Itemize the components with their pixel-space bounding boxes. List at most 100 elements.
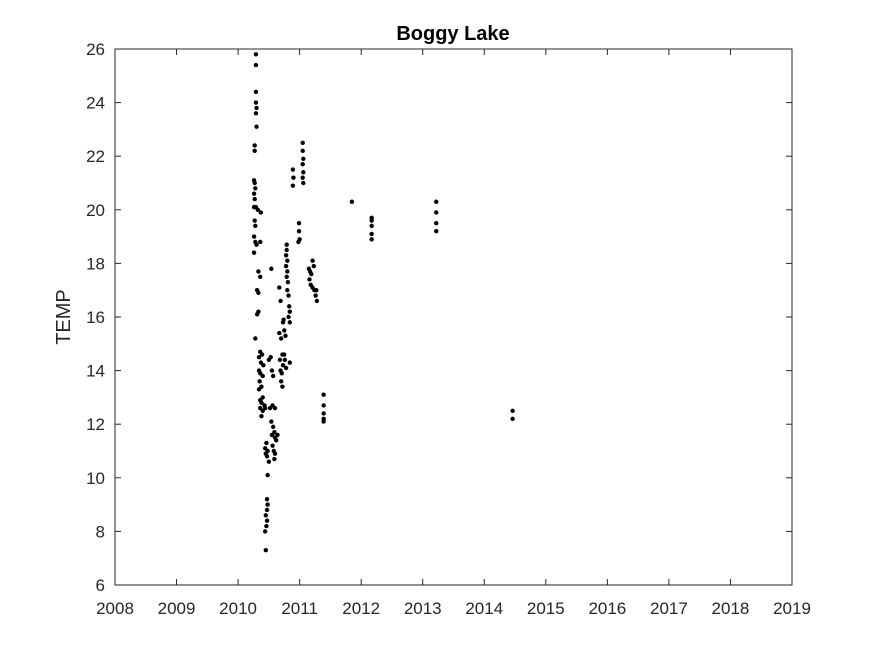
data-point — [280, 363, 286, 368]
data-point — [286, 314, 291, 320]
data-point — [275, 432, 280, 438]
data-point — [369, 218, 374, 223]
y-tick-label: 26 — [86, 40, 105, 59]
data-point — [286, 304, 292, 309]
data-point — [310, 258, 315, 263]
data-point — [252, 148, 257, 154]
data-point — [285, 288, 290, 293]
data-point — [287, 309, 292, 314]
data-point — [284, 274, 289, 279]
data-point — [286, 293, 291, 298]
data-point — [253, 186, 258, 191]
data-point — [269, 419, 274, 424]
data-point — [321, 392, 326, 397]
data-points — [251, 52, 515, 553]
data-point — [251, 191, 257, 196]
x-tick-label: 2008 — [96, 599, 134, 618]
data-point — [280, 384, 285, 389]
data-point — [251, 234, 257, 239]
data-point — [253, 89, 259, 95]
y-tick-label: 8 — [96, 522, 105, 541]
y-tick-label: 24 — [86, 94, 105, 113]
x-tick-label: 2019 — [773, 599, 811, 618]
data-point — [256, 290, 261, 296]
data-point — [272, 451, 278, 456]
data-point — [321, 411, 326, 416]
data-point — [434, 229, 439, 234]
data-point — [274, 438, 279, 443]
data-point — [510, 408, 515, 413]
data-point — [269, 368, 275, 373]
data-point — [260, 373, 265, 379]
data-point — [265, 472, 270, 478]
x-tick-label: 2016 — [588, 599, 626, 618]
y-tick-label: 20 — [86, 201, 105, 220]
data-point — [510, 416, 515, 422]
data-point — [309, 271, 314, 277]
data-point — [262, 405, 268, 411]
data-point — [255, 207, 260, 212]
data-point — [313, 293, 318, 298]
data-point — [270, 424, 276, 430]
data-point — [434, 210, 439, 215]
data-point — [259, 352, 265, 357]
data-point — [264, 518, 270, 523]
data-point — [307, 277, 312, 282]
data-point — [258, 239, 263, 245]
data-point — [290, 167, 296, 172]
plot-area-frame — [114, 48, 793, 586]
data-point — [284, 247, 289, 253]
data-point — [300, 140, 305, 145]
data-point — [301, 156, 306, 162]
data-point — [283, 333, 288, 338]
data-point — [291, 175, 296, 180]
x-tick-label: 2011 — [281, 599, 318, 618]
data-point — [253, 111, 259, 116]
data-point — [314, 298, 320, 304]
data-point — [285, 258, 290, 263]
data-point — [301, 170, 306, 175]
data-point — [287, 320, 292, 325]
data-point — [290, 183, 296, 188]
data-point — [285, 269, 290, 274]
data-point — [270, 373, 276, 379]
data-point — [369, 231, 374, 237]
x-tick-label: 2018 — [712, 599, 750, 618]
data-point — [251, 250, 257, 255]
data-point — [279, 371, 284, 376]
data-point — [277, 357, 283, 363]
data-point — [278, 298, 283, 304]
x-tick-label: 2015 — [527, 599, 565, 618]
data-point — [434, 199, 439, 204]
data-point — [301, 180, 306, 186]
y-tick-label: 14 — [86, 362, 105, 381]
data-point — [261, 363, 266, 368]
data-point — [259, 400, 264, 405]
data-point — [266, 459, 272, 464]
data-point — [278, 336, 284, 341]
data-point — [282, 352, 287, 357]
data-point — [264, 497, 270, 502]
data-point — [253, 100, 259, 105]
x-tick-label: 2009 — [158, 599, 196, 618]
data-point — [278, 379, 284, 384]
data-point — [283, 365, 289, 371]
data-point — [257, 379, 262, 384]
data-point — [270, 443, 275, 448]
data-point — [283, 263, 289, 269]
x-tick-label: 2014 — [465, 599, 503, 618]
data-point — [253, 52, 259, 57]
data-point — [252, 218, 257, 223]
data-point — [258, 210, 264, 215]
data-point — [434, 221, 439, 226]
y-axis-label: TEMP — [53, 289, 75, 345]
data-point — [253, 62, 259, 68]
data-point — [296, 229, 302, 234]
data-point — [369, 223, 374, 229]
data-point — [285, 279, 291, 285]
y-tick-label: 18 — [86, 254, 105, 273]
data-point — [269, 432, 275, 438]
data-point — [254, 105, 259, 111]
data-point — [282, 328, 287, 333]
